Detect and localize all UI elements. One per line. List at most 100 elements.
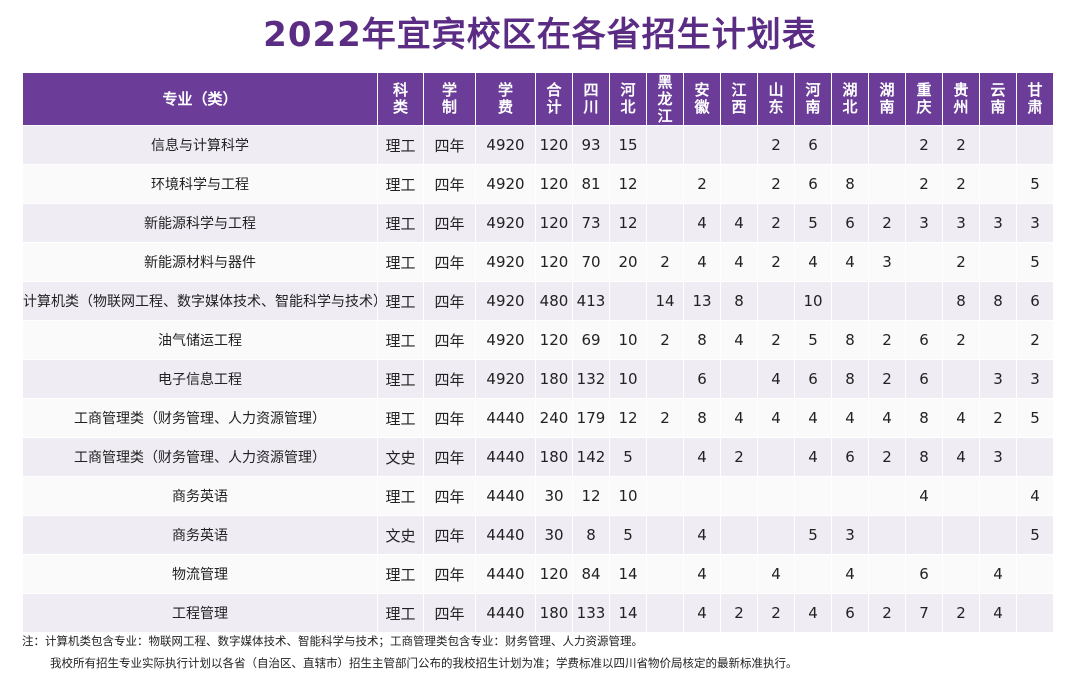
table-cell: 2 xyxy=(683,164,721,204)
table-cell xyxy=(942,515,980,555)
header-label: 学 费 xyxy=(497,81,513,116)
table-cell xyxy=(683,476,721,516)
table-cell: 2 xyxy=(646,398,684,438)
table-cell: 四年 xyxy=(423,281,476,321)
table-row: 环境科学与工程 理工 四年 4920 120 81 12 2 2 6 8 2 2 5 xyxy=(22,164,1054,204)
table-cell: 4 xyxy=(794,437,832,477)
table-cell: 4 xyxy=(794,242,832,282)
table-cell: 5 xyxy=(794,320,832,360)
table-cell: 5 xyxy=(1016,164,1054,204)
table-cell xyxy=(868,554,906,594)
table-cell xyxy=(720,476,758,516)
table-cell: 6 xyxy=(831,203,869,243)
footnotes: 注：计算机类包含专业：物联网工程、数字媒体技术、智能科学与技术；工商管理类包含专… xyxy=(22,630,1062,674)
header-label: 科 类 xyxy=(392,81,408,116)
table-cell: 4 xyxy=(720,320,758,360)
table-row: 新能源材料与器件 理工 四年 4920 120 70 20 2 4 4 2 4 4 3 2 5 xyxy=(22,242,1054,282)
table-cell: 8 xyxy=(831,359,869,399)
table-cell xyxy=(1016,437,1054,477)
table-cell: 6 xyxy=(831,593,869,633)
table-cell: 10 xyxy=(609,476,647,516)
table-cell: 四年 xyxy=(423,398,476,438)
table-cell: 4440 xyxy=(475,437,536,477)
table-cell xyxy=(646,125,684,165)
enrollment-plan-table: 专业（类） 科 类 学 制 学 费 合 计 四 川 河 北 黑 龙 江 安 徽 江 西 山 东 河 南… xyxy=(22,72,1054,633)
table-cell: 4 xyxy=(831,554,869,594)
major-name-cell: 工商管理类（财务管理、人力资源管理） xyxy=(22,437,378,477)
table-cell: 6 xyxy=(905,554,943,594)
header-cell: 贵 州 xyxy=(942,72,980,126)
table-row: 物流管理 理工 四年 4440 120 84 14 4 4 4 6 4 xyxy=(22,554,1054,594)
table-cell xyxy=(868,281,906,321)
header-cell: 四 川 xyxy=(572,72,610,126)
major-name-cell: 环境科学与工程 xyxy=(22,164,378,204)
header-major: 专业（类） xyxy=(22,72,378,126)
header-label: 河 北 xyxy=(620,81,636,116)
table-cell: 4440 xyxy=(475,515,536,555)
table-cell xyxy=(646,593,684,633)
table-cell xyxy=(794,476,832,516)
table-cell: 81 xyxy=(572,164,610,204)
table-cell: 8 xyxy=(683,398,721,438)
table-row: 计算机类（物联网工程、数字媒体技术、智能科学与技术） 理工 四年 4920 480 413… xyxy=(22,281,1054,321)
table-cell: 14 xyxy=(609,554,647,594)
table-cell: 4440 xyxy=(475,476,536,516)
table-cell: 10 xyxy=(609,359,647,399)
table-cell: 12 xyxy=(572,476,610,516)
table-cell: 2 xyxy=(757,164,795,204)
table-cell xyxy=(646,476,684,516)
table-cell: 2 xyxy=(868,203,906,243)
table-cell: 四年 xyxy=(423,242,476,282)
table-row: 商务英语 文史 四年 4440 30 8 5 4 5 3 5 xyxy=(22,515,1054,555)
table-cell: 理工 xyxy=(377,242,424,282)
table-cell xyxy=(905,515,943,555)
major-name-cell: 商务英语 xyxy=(22,476,378,516)
table-cell xyxy=(831,476,869,516)
table-cell xyxy=(646,359,684,399)
table-cell: 理工 xyxy=(377,359,424,399)
header-label: 湖 北 xyxy=(842,81,858,116)
plan-table: 专业（类） 科 类 学 制 学 费 合 计 四 川 河 北 黑 龙 江 安 徽 江 西 山 东 河 南… xyxy=(22,72,1054,633)
table-cell: 8 xyxy=(942,281,980,321)
table-cell: 133 xyxy=(572,593,610,633)
table-cell: 4 xyxy=(794,593,832,633)
table-body: 信息与计算科学 理工 四年 4920 120 93 15 2 6 2 2 环境科学与工程 理工 四年 492… xyxy=(22,125,1054,633)
table-cell xyxy=(905,242,943,282)
table-cell: 5 xyxy=(1016,515,1054,555)
table-cell: 20 xyxy=(609,242,647,282)
table-cell: 73 xyxy=(572,203,610,243)
table-row: 电子信息工程 理工 四年 4920 180 132 10 6 4 6 8 2 6 3 3 xyxy=(22,359,1054,399)
table-cell: 2 xyxy=(720,593,758,633)
table-cell xyxy=(831,125,869,165)
table-cell: 3 xyxy=(831,515,869,555)
header-cell: 河 北 xyxy=(609,72,647,126)
table-cell: 3 xyxy=(868,242,906,282)
footnote-2: 我校所有招生专业实际执行计划以各省（自治区、直辖市）招生主管部门公布的我校招生计… xyxy=(50,656,798,670)
table-cell: 70 xyxy=(572,242,610,282)
table-cell: 4 xyxy=(683,554,721,594)
table-cell: 四年 xyxy=(423,203,476,243)
table-cell: 四年 xyxy=(423,515,476,555)
table-cell: 5 xyxy=(1016,242,1054,282)
table-cell xyxy=(794,554,832,594)
table-cell xyxy=(868,515,906,555)
table-cell: 120 xyxy=(535,554,573,594)
table-cell: 文史 xyxy=(377,437,424,477)
table-cell: 3 xyxy=(979,437,1017,477)
table-cell xyxy=(942,476,980,516)
table-cell: 4 xyxy=(683,515,721,555)
table-cell: 文史 xyxy=(377,515,424,555)
page-title: 2022年宜宾校区在各省招生计划表 xyxy=(263,15,817,55)
table-cell: 2 xyxy=(757,320,795,360)
table-cell: 4 xyxy=(794,398,832,438)
table-cell: 2 xyxy=(905,125,943,165)
table-cell xyxy=(868,476,906,516)
header-cell: 学 制 xyxy=(423,72,476,126)
table-cell: 3 xyxy=(942,203,980,243)
header-label: 黑 龙 江 xyxy=(657,72,673,125)
header-cell: 重 庆 xyxy=(905,72,943,126)
header-label: 合 计 xyxy=(546,81,562,116)
table-cell xyxy=(646,554,684,594)
header-label: 贵 州 xyxy=(953,81,969,116)
table-cell: 理工 xyxy=(377,320,424,360)
